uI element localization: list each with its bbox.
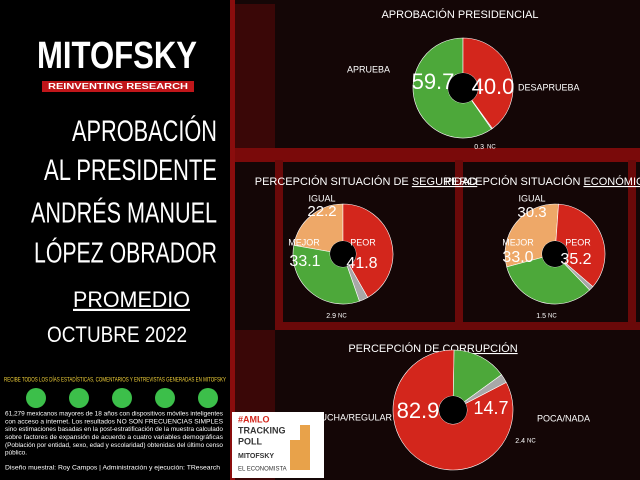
chart-title: PERCEPCIÓN SITUACIÓN ECONÓMICA bbox=[445, 175, 640, 188]
value-label: 2.4 bbox=[515, 438, 525, 445]
whatsapp-icon[interactable] bbox=[155, 388, 175, 408]
charts: APRUEBA 59.7 DESAPRUEBA40.0NC0.3IGUAL22.2P… bbox=[288, 37, 606, 471]
category-label: NC bbox=[548, 314, 557, 320]
category-label: APRUEBA bbox=[347, 64, 390, 74]
whatsapp-icon[interactable] bbox=[112, 388, 132, 408]
frame bbox=[628, 160, 636, 330]
category-label: MUCHA/REGULAR bbox=[313, 412, 393, 422]
chart-title: PERCEPCIÓN DE CORRUPCIÓN bbox=[348, 342, 517, 355]
category-label: PEOR bbox=[350, 237, 376, 247]
poll-text: EL ECONOMISTA bbox=[238, 467, 287, 473]
poll-text: MITOFSKY bbox=[238, 453, 274, 460]
divider bbox=[230, 0, 235, 480]
category-label: POCA/NADA bbox=[537, 413, 590, 423]
value-label: 40.0 bbox=[472, 74, 515, 99]
frame bbox=[235, 148, 640, 162]
tagline-bar bbox=[42, 81, 194, 92]
method-line: público. bbox=[5, 451, 27, 457]
category-label: NC bbox=[487, 145, 496, 151]
category-label: MEJOR bbox=[288, 237, 320, 247]
title-line: AL PRESIDENTE bbox=[44, 154, 217, 187]
value-label: 0.3 bbox=[474, 144, 484, 151]
donut-hole bbox=[330, 241, 356, 267]
banner: RECIBE TODOS LOS DÍAS ESTADÍSTICAS, COME… bbox=[4, 377, 226, 384]
period-line: OCTUBRE 2022 bbox=[47, 322, 187, 347]
category-label: MEJOR bbox=[502, 237, 534, 247]
title-line: LÓPEZ OBRADOR bbox=[34, 237, 217, 270]
value-label: 2.9 bbox=[326, 313, 336, 320]
category-label: NC bbox=[338, 314, 347, 320]
poll-text: #AMLO bbox=[238, 414, 270, 424]
tagline: REINVENTING RESEARCH bbox=[48, 82, 188, 91]
value-label: 41.8 bbox=[346, 255, 377, 272]
category-label: NC bbox=[527, 439, 536, 445]
chart-title: APROBACIÓN PRESIDENCIAL bbox=[381, 8, 538, 21]
category-label: DESAPRUEBA bbox=[518, 82, 580, 92]
poll-graphic bbox=[290, 425, 310, 470]
value-label: 33.1 bbox=[289, 253, 320, 270]
value-label: 14.7 bbox=[473, 398, 508, 418]
category-label: PEOR bbox=[565, 237, 591, 247]
poll-text: TRACKING bbox=[238, 425, 286, 435]
poll-text: POLL bbox=[238, 436, 263, 446]
value-label: 30.3 bbox=[517, 204, 546, 221]
category-label: IGUAL bbox=[518, 193, 545, 203]
value-label: 1.5 bbox=[536, 313, 546, 320]
donut-hole bbox=[542, 241, 568, 267]
whatsapp-icons bbox=[26, 388, 218, 408]
whatsapp-icon[interactable] bbox=[69, 388, 89, 408]
chart-title: PERCEPCIÓN SITUACIÓN DE SEGURIDAD bbox=[255, 175, 478, 188]
period-line: PROMEDIO bbox=[73, 287, 190, 312]
donut-hole bbox=[439, 396, 467, 424]
whatsapp-icon[interactable] bbox=[198, 388, 218, 408]
whatsapp-icon[interactable] bbox=[26, 388, 46, 408]
title-line: ANDRÉS MANUEL bbox=[31, 197, 217, 230]
logo: MITOFSKY bbox=[37, 35, 197, 77]
method-line: sino estimaciones basadas en la post-est… bbox=[5, 427, 224, 433]
value-label: 33.0 bbox=[502, 249, 533, 266]
method-line: (Población por entidad, sexo, edad y esc… bbox=[5, 443, 224, 449]
frame bbox=[275, 160, 283, 330]
value-label: 59.7 bbox=[412, 69, 455, 94]
methodology: 61,279 mexicanos mayores de 18 años con … bbox=[5, 412, 224, 457]
value-label: 35.2 bbox=[560, 251, 591, 268]
frame bbox=[455, 160, 463, 330]
donut-hole bbox=[448, 73, 478, 103]
frame bbox=[235, 4, 275, 159]
value-label: 22.2 bbox=[307, 203, 336, 220]
value-label: 82.9 bbox=[397, 398, 440, 423]
title-line: APROBACIÓN bbox=[72, 115, 217, 148]
category-label: IGUAL bbox=[308, 193, 335, 203]
method-line: sobre factores de expansión de acuerdo a… bbox=[5, 435, 223, 441]
credits: Diseño muestral: Roy Campos | Administra… bbox=[5, 465, 220, 472]
method-line: con acceso a internet. Los resultados NO… bbox=[5, 419, 223, 425]
frame bbox=[275, 322, 640, 330]
method-line: 61,279 mexicanos mayores de 18 años con … bbox=[5, 412, 223, 418]
